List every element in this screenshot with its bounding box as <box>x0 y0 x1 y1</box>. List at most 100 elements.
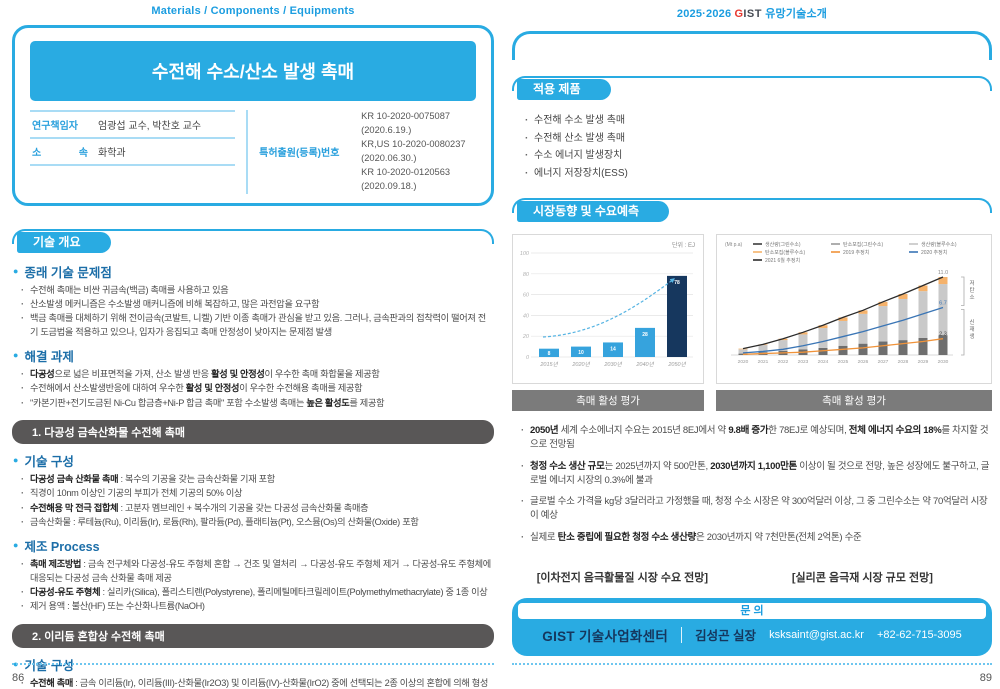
patent-list: KR 10-2020-0075087 (2020.6.19.) KR,US 10-… <box>361 110 476 194</box>
title-card: 수전해 수소/산소 발생 촉매 연구책임자 엄광섭 교수, 박찬호 교수 소 속… <box>12 25 494 206</box>
svg-text:2021: 2021 <box>758 359 769 365</box>
svg-text:탄: 탄 <box>969 286 974 294</box>
section-overview-tab: 기술 개요 <box>17 231 111 253</box>
svg-text:탄소포집(블루수소): 탄소포집(블루수소) <box>765 249 805 256</box>
section-market-tab: 시장동향 및 수요예측 <box>517 201 670 222</box>
category-header: Materials / Components / Equipments <box>151 5 355 17</box>
list-item: 다공성 금속 산화물 촉매 : 복수의 기공을 갖는 금속산화물 기재 포함 <box>18 473 494 487</box>
list-item: 실제로 탄소 중립에 필요한 청정 수소 생산량은 2030년까지 약 7천만톤… <box>518 531 992 546</box>
list-item: 2050년 세계 수소에너지 수요는 2015년 8EJ에서 약 9.8배 증가… <box>518 424 992 453</box>
svg-text:2025: 2025 <box>838 359 849 365</box>
svg-text:2.3: 2.3 <box>939 332 947 338</box>
svg-text:2040년: 2040년 <box>635 361 654 368</box>
list-item: KR 10-2020-0075087 (2020.6.19.) <box>361 111 451 135</box>
page-title: 수전해 수소/산소 발생 촉매 <box>30 41 476 101</box>
list-item: KR 10-2020-0120563 (2020.09.18.) <box>361 166 451 191</box>
bullet-list: 촉매 제조방법 : 금속 전구체와 다공성-유도 주형체 혼합 → 건조 및 열… <box>12 558 494 614</box>
list-item: 제거 용액 : 불산(HF) 또는 수산화나트륨(NaOH) <box>18 600 494 614</box>
section-products-header: 적용 제품 <box>512 76 992 102</box>
svg-text:2030: 2030 <box>938 359 949 365</box>
svg-text:2024: 2024 <box>818 359 829 365</box>
section1-process-block: ●제조 Process 촉매 제조방법 : 금속 전구체와 다공성-유도 주형체… <box>12 536 494 614</box>
clean-hydrogen-chart-box: (Mt p.a) 생산량(그린수소) 탄소포집(그린수소) 생산량(블루수소) 탄소포집… <box>716 234 992 384</box>
svg-text:6.7: 6.7 <box>939 300 947 306</box>
list-item: 수전해 촉매는 비싼 귀금속(백금) 촉매를 사용하고 있음 <box>18 284 494 298</box>
svg-text:재: 재 <box>969 325 974 333</box>
list-item: 수전해용 막 전극 접합체 : 고분자 멤브레인 + 복수개의 기공을 갖는 다… <box>18 502 494 516</box>
list-item: 다공성-유도 주형체 : 실리카(Silica), 폴리스티렌(Polystyr… <box>18 586 494 600</box>
edition-suffix: 유망기술소개 <box>765 8 828 20</box>
list-item: 수전해 촉매 : 금속 이리듐(Ir), 이리듐(III)-산화물(Ir2O3)… <box>18 677 494 689</box>
svg-text:2026: 2026 <box>858 359 869 365</box>
contact-row: GIST 기술사업화센터 김성곤 실장 ksksaint@gist.ac.kr … <box>518 619 986 651</box>
chart-column-left: 0 20 40 60 80 100 단위 : EJ 8 2015년 10 2020년 14 2030년 2… <box>512 234 704 411</box>
title-card-continuation-arc <box>512 31 992 60</box>
section1-bar: 1. 다공성 금속산화물 수전해 촉매 <box>12 420 494 445</box>
clean-hydrogen-production-chart: (Mt p.a) 생산량(그린수소) 탄소포집(그린수소) 생산량(블루수소) 탄소포집… <box>725 241 975 365</box>
block-heading: ● 종래 기술 문제점 <box>13 265 112 280</box>
svg-text:생산량(그린수소): 생산량(그린수소) <box>765 241 801 248</box>
researcher-row: 연구책임자 엄광섭 교수, 박찬호 교수 <box>30 110 236 139</box>
bullet-dot-icon: ● <box>13 540 19 551</box>
svg-text:60: 60 <box>523 293 530 299</box>
section-overview-header: 기술 개요 <box>12 228 494 255</box>
contact-phone: +82-62-715-3095 <box>876 628 962 641</box>
chart-column-right: (Mt p.a) 생산량(그린수소) 탄소포집(그린수소) 생산량(블루수소) 탄소포집… <box>716 234 992 411</box>
svg-text:2030년: 2030년 <box>603 361 622 368</box>
list-item: 수소 에너지 발생장치 <box>520 147 992 165</box>
bullet-list: 수전해 촉매 : 금속 이리듐(Ir), 이리듐(III)-산화물(Ir2O3)… <box>12 677 494 689</box>
edition-header: 2025·2026 GIST 유망기술소개 <box>512 5 992 21</box>
svg-text:저: 저 <box>969 279 974 287</box>
svg-text:소: 소 <box>969 294 974 301</box>
svg-text:11.0: 11.0 <box>938 270 948 276</box>
contact-email: ksksaint@gist.ac.kr <box>769 628 864 641</box>
list-item: "카본기판+전기도금된 Ni-Cu 합금층+Ni-P 합금 촉매" 포함 수소발… <box>18 397 494 411</box>
list-item: 촉매 제조방법 : 금속 전구체와 다공성-유도 주형체 혼합 → 건조 및 열… <box>18 558 494 585</box>
overview-problems-block: ●종래 기술 문제점 수전해 촉매는 비싼 귀금속(백금) 촉매를 사용하고 있… <box>12 262 494 339</box>
figure-labels-row: [이차전지 음극활물질 시장 수요 전망] [실리콘 음극재 시장 규모 전망] <box>512 569 992 585</box>
hydrogen-demand-bar-chart: 0 20 40 60 80 100 단위 : EJ 8 2015년 10 2020년 14 2030년 2… <box>520 241 695 368</box>
researcher-label: 연구책임자 <box>32 121 78 132</box>
info-divider <box>246 110 249 194</box>
bullet-list: 수전해 촉매는 비싼 귀금속(백금) 촉매를 사용하고 있음산소발생 메커니즘은… <box>12 284 494 339</box>
department-label: 소 속 <box>32 148 88 159</box>
department-row: 소 속 화학과 <box>30 139 236 166</box>
svg-text:탄소포집(그린수소): 탄소포집(그린수소) <box>843 241 883 248</box>
list-item: 수전해 산소 발생 촉매 <box>520 130 992 148</box>
svg-text:2022: 2022 <box>778 359 789 365</box>
bullet-list: 다공성으로 넓은 비표면적을 가져, 산소 발생 반응 활성 및 안정성이 우수… <box>12 368 494 410</box>
right-page: 2025·2026 GIST 유망기술소개 적용 제품 수전해 수소 발생 촉매… <box>512 0 992 689</box>
gist-logo-ist: IST <box>743 8 762 20</box>
svg-text:10: 10 <box>578 350 584 356</box>
chart-caption-right: 촉매 활성 평가 <box>716 390 992 411</box>
list-item: 다공성으로 넓은 비표면적을 가져, 산소 발생 반응 활성 및 안정성이 우수… <box>18 368 494 382</box>
footer-dotted-line <box>512 663 992 665</box>
contact-person: 김성곤 실장 <box>695 629 757 644</box>
section1-composition-block: ●기술 구성 다공성 금속 산화물 촉매 : 복수의 기공을 갖는 금속산화물 … <box>12 451 494 530</box>
bullet-dot-icon: ● <box>13 265 19 276</box>
svg-text:2015년: 2015년 <box>539 361 558 368</box>
svg-text:(Mt p.a): (Mt p.a) <box>725 242 743 248</box>
svg-text:80: 80 <box>523 272 530 278</box>
svg-text:2019 추정치: 2019 추정치 <box>843 249 869 256</box>
section-rule <box>12 228 494 244</box>
bullet-list: 다공성 금속 산화물 촉매 : 복수의 기공을 갖는 금속산화물 기재 포함직경… <box>12 473 494 530</box>
list-item: 직경이 10nm 이상인 기공의 부피가 전체 기공의 50% 이상 <box>18 487 494 501</box>
bullet-dot-icon: ● <box>13 455 19 466</box>
researcher-info: 연구책임자 엄광섭 교수, 박찬호 교수 소 속 화학과 <box>30 110 236 194</box>
patent-info: 특허출원(등록)번호 KR 10-2020-0075087 (2020.6.19… <box>259 110 476 194</box>
list-item: 에너지 저장장치(ESS) <box>520 165 992 183</box>
svg-text:신: 신 <box>969 318 974 326</box>
market-bullet-list: 2050년 세계 수소에너지 수요는 2015년 8EJ에서 약 9.8배 증가… <box>512 424 992 545</box>
bullet-dot-icon: ● <box>13 350 19 360</box>
left-page: Materials / Components / Equipments 수전해 … <box>12 0 494 689</box>
department-value: 화학과 <box>98 148 126 159</box>
list-item: 백금 촉매를 대체하기 위해 전이금속(코발트, 니켈) 기반 이종 촉매가 관… <box>18 312 494 339</box>
svg-text:14: 14 <box>610 346 616 352</box>
info-table: 연구책임자 엄광섭 교수, 박찬호 교수 소 속 화학과 특허출원(등록)번호 … <box>30 110 476 194</box>
contact-title: 문 의 <box>518 602 986 619</box>
list-item: 수전해 수소 발생 촉매 <box>520 112 992 130</box>
researcher-value: 엄광섭 교수, 박찬호 교수 <box>98 121 202 132</box>
svg-text:40: 40 <box>523 313 530 319</box>
contact-org: GIST 기술사업화센터 <box>542 628 669 644</box>
